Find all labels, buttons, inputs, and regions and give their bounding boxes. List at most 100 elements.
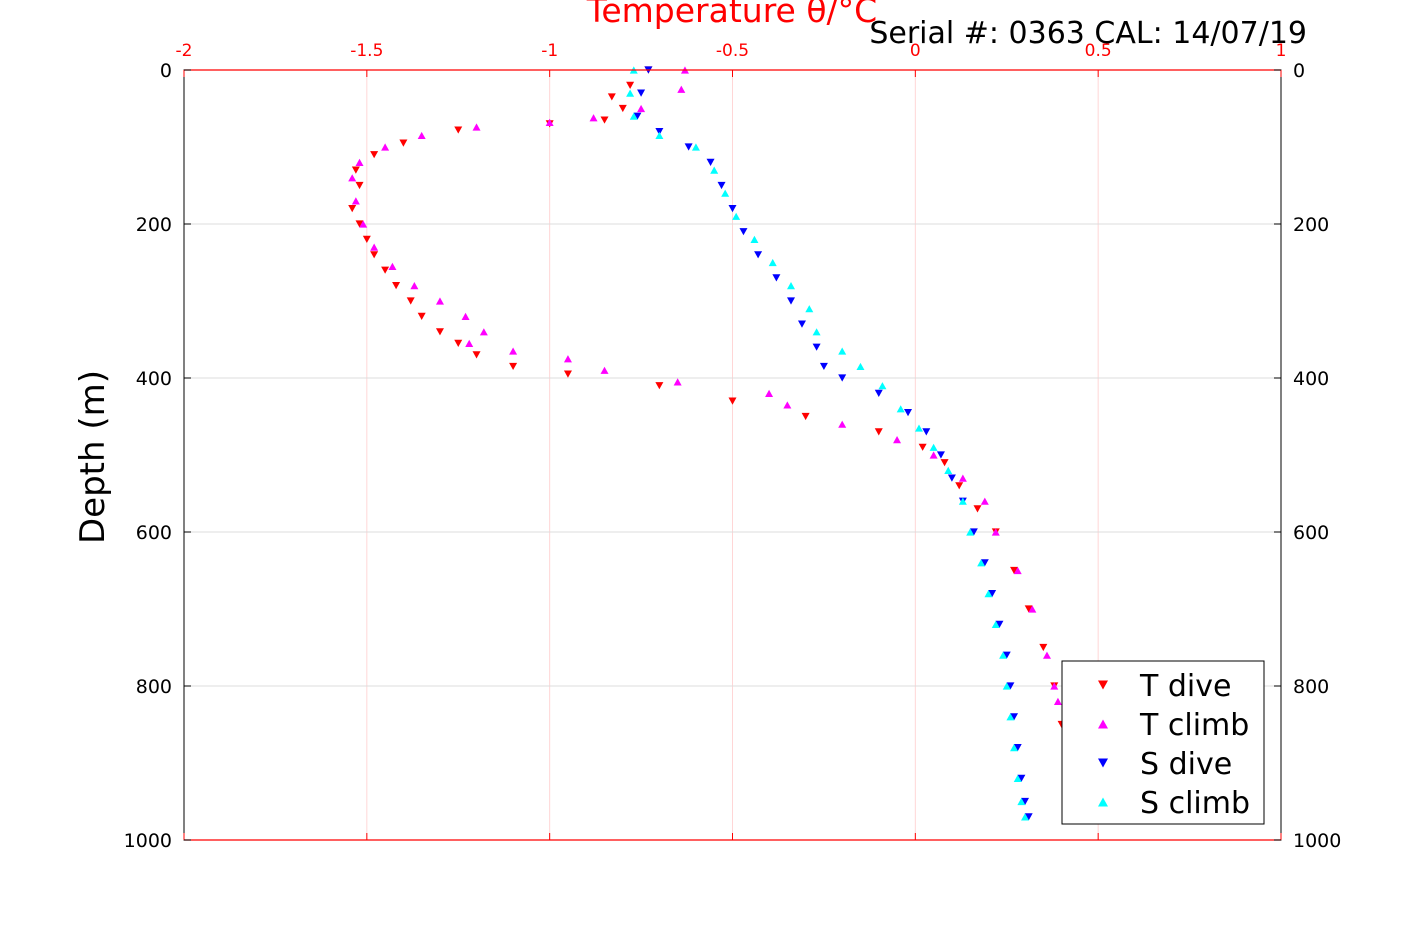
data-point — [655, 128, 664, 136]
data-point — [929, 443, 938, 451]
x-tick-label: -2 — [176, 41, 193, 61]
data-point — [1017, 797, 1026, 806]
data-point — [351, 197, 360, 205]
data-point — [417, 312, 426, 320]
data-point — [838, 420, 847, 428]
legend-label: S climb — [1140, 786, 1250, 821]
data-point — [1013, 566, 1022, 575]
data-point — [355, 181, 364, 190]
data-point — [988, 590, 997, 598]
legend-marker — [1098, 680, 1108, 690]
data-point — [607, 93, 616, 101]
data-point — [947, 474, 956, 482]
data-point — [406, 297, 415, 305]
y-axis-label: Depth (m) — [73, 370, 113, 544]
data-point — [904, 409, 913, 417]
data-point — [410, 282, 419, 290]
data-point — [980, 497, 989, 505]
data-point — [461, 312, 470, 320]
data-point — [966, 528, 975, 536]
data-point — [355, 158, 364, 166]
data-point — [600, 116, 609, 124]
data-point — [633, 112, 642, 120]
legend-marker — [1098, 719, 1108, 729]
data-point — [1002, 682, 1011, 690]
series-s-climb — [626, 66, 1030, 821]
data-point — [874, 389, 883, 397]
data-point — [655, 131, 664, 140]
data-point — [388, 262, 397, 270]
data-point — [1010, 713, 1019, 721]
data-point — [710, 166, 719, 174]
y-tick-label-right: 200 — [1293, 214, 1329, 236]
data-point — [1039, 643, 1048, 652]
data-point — [1013, 744, 1022, 752]
data-point — [655, 382, 664, 390]
data-point — [435, 297, 444, 305]
x-tick-label: 1 — [1276, 41, 1287, 61]
data-point — [721, 189, 730, 197]
data-point — [454, 339, 463, 347]
data-point — [684, 143, 693, 151]
x-tick-label: -1 — [541, 41, 558, 61]
data-point — [936, 451, 945, 459]
data-point — [819, 362, 828, 371]
x-tick-label: 0 — [910, 41, 921, 61]
x-tick-label: -0.5 — [716, 41, 749, 61]
data-point — [355, 220, 364, 228]
data-point — [973, 505, 982, 513]
data-point — [958, 497, 967, 505]
y-tick-label-left: 0 — [160, 60, 172, 82]
data-point — [801, 412, 810, 421]
y-tick-label-left: 200 — [136, 214, 172, 236]
data-point — [618, 104, 627, 113]
data-point — [783, 401, 792, 409]
data-point — [348, 205, 357, 213]
data-point — [563, 370, 572, 378]
data-point — [969, 528, 978, 536]
data-point — [1053, 697, 1062, 705]
legend-label: T dive — [1139, 669, 1231, 704]
data-point — [1006, 682, 1015, 690]
data-point — [706, 158, 715, 166]
data-point — [626, 89, 635, 97]
data-point — [472, 351, 481, 359]
data-point — [392, 282, 401, 290]
legend-label: S dive — [1140, 747, 1232, 782]
data-point — [856, 362, 865, 371]
y-tick-label-left: 800 — [136, 676, 172, 698]
data-point — [768, 258, 777, 267]
data-point — [739, 228, 748, 236]
series-t-dive — [348, 66, 1066, 729]
data-point — [1028, 605, 1037, 613]
data-point — [691, 143, 700, 151]
data-point — [812, 328, 821, 336]
y-tick-label-right: 400 — [1293, 368, 1329, 390]
data-point — [351, 166, 360, 174]
data-point — [509, 347, 518, 355]
data-point — [787, 282, 796, 290]
data-point — [545, 118, 554, 126]
legend-label: T climb — [1139, 708, 1249, 743]
data-point — [980, 559, 989, 567]
data-point — [728, 397, 737, 405]
data-point — [812, 343, 821, 351]
data-point — [563, 355, 572, 363]
data-point — [999, 651, 1008, 659]
data-point — [732, 212, 741, 220]
data-point — [1010, 566, 1019, 575]
data-point — [918, 443, 927, 451]
data-point — [1042, 651, 1051, 659]
data-point — [359, 220, 368, 228]
data-point — [1021, 797, 1030, 806]
data-point — [977, 559, 986, 567]
data-point — [1006, 713, 1015, 721]
data-point — [399, 139, 408, 147]
data-point — [677, 85, 686, 93]
data-point — [1050, 682, 1059, 690]
data-point — [509, 362, 518, 371]
y-tick-label-left: 600 — [136, 522, 172, 544]
data-point — [995, 620, 1004, 628]
